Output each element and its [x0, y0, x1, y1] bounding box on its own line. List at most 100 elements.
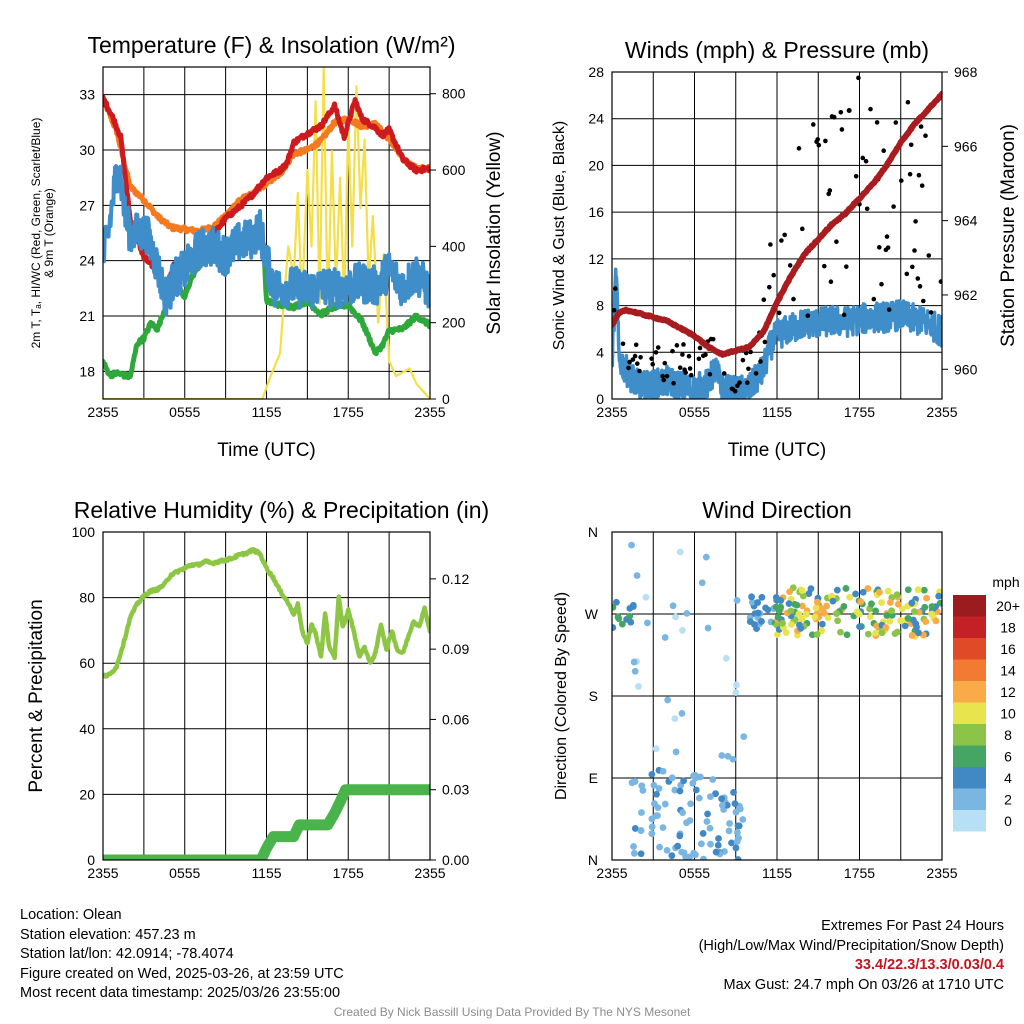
direction-point: [935, 592, 942, 600]
direction-point: [627, 618, 635, 626]
gust-dot: [796, 146, 802, 151]
direction-point: [798, 615, 806, 623]
rh-panel: 2355 0555 1155 1755 23550204060801000.000.03…: [26, 497, 489, 881]
direction-point: [754, 599, 762, 606]
extremes-subtitle: (High/Low/Max Wind/Precipitation/Snow De…: [698, 937, 1004, 954]
rh-xtick-label: 2355: [414, 865, 445, 881]
gust-dot: [831, 114, 837, 120]
temp-title: Temperature (F) & Insolation (W/m²): [87, 32, 455, 58]
wind-ytick-label: 20: [588, 157, 604, 173]
direction-point: [697, 840, 705, 848]
direction-point: [813, 631, 821, 638]
gust-dot: [839, 127, 845, 132]
direction-point: [914, 586, 922, 594]
direction-point: [626, 612, 634, 620]
direction-point: [648, 823, 656, 831]
legend-swatch: [953, 788, 986, 810]
temp-ylabel: & 9m T (Orange): [42, 188, 56, 278]
gust-dot: [881, 148, 886, 154]
direction-point: [915, 629, 922, 637]
direction-point: [734, 856, 742, 860]
gust-dot: [815, 137, 820, 142]
gust-dot: [823, 138, 828, 144]
wind-ylabel: Sonic Wind & Gust (Blue, Black): [551, 121, 568, 350]
direction-point: [777, 603, 785, 611]
dir-series-group: [612, 541, 942, 860]
gust-dot: [913, 219, 918, 224]
relative-humidity-line: [103, 546, 430, 679]
gust-dot: [771, 272, 776, 278]
gust-dot: [767, 284, 772, 290]
extremes-panel: Extremes For Past 24 Hours (High/Low/Max…: [699, 917, 1004, 995]
direction-point: [864, 630, 872, 638]
direction-point: [661, 800, 669, 808]
gust-dot: [748, 349, 753, 355]
direction-point: [714, 841, 722, 849]
gust-dot: [877, 245, 882, 250]
legend-label: 12: [1000, 684, 1016, 700]
direction-point: [630, 658, 638, 666]
wind-series-group: [612, 75, 942, 399]
direction-point: [732, 681, 740, 689]
direction-point: [696, 773, 704, 781]
plot-border: [611, 71, 943, 400]
direction-point: [630, 849, 638, 857]
wind-ytick-right-label: 964: [954, 213, 978, 229]
direction-point: [751, 621, 758, 628]
gust-dot: [787, 263, 793, 268]
direction-point: [843, 631, 851, 639]
direction-point: [798, 587, 806, 594]
legend-swatch: [953, 745, 986, 767]
gust-dot: [838, 110, 844, 115]
gust-dot: [671, 380, 676, 386]
rh-ytick-label: 100: [72, 524, 96, 540]
gust-dot: [637, 368, 642, 374]
direction-point: [859, 588, 867, 596]
direction-point: [774, 613, 782, 621]
direction-point: [650, 781, 658, 789]
wind-title: Winds (mph) & Pressure (mb): [625, 37, 929, 63]
direction-point: [689, 779, 697, 787]
direction-point: [779, 619, 786, 627]
gust-dot: [638, 354, 643, 360]
gust-dot: [834, 239, 839, 245]
direction-point: [669, 602, 677, 610]
direction-point: [680, 777, 688, 785]
rh-xtick-label: 1755: [333, 865, 364, 881]
gust-dot: [737, 380, 742, 385]
legend-swatch: [953, 595, 986, 617]
wind-ytick-label: 28: [588, 64, 604, 80]
direction-point: [635, 683, 642, 690]
gust-dot: [677, 365, 683, 370]
gust-dot: [732, 388, 738, 394]
dir-ytick-label: N: [588, 524, 598, 540]
direction-point: [700, 855, 707, 860]
direction-point: [674, 842, 682, 850]
extremes-values: 33.4/22.3/13.3/0.03/0.4: [854, 957, 1004, 973]
temp-ytick-label: 33: [79, 87, 95, 103]
dir-ytick-label: S: [589, 688, 598, 704]
wind-ytick-right-label: 966: [954, 138, 978, 154]
direction-point: [842, 585, 850, 592]
dir-ytick-label: N: [588, 852, 598, 868]
gust-dot: [800, 226, 805, 232]
direction-point: [631, 667, 639, 675]
direction-point: [891, 630, 899, 638]
gust-dot: [921, 298, 926, 304]
gust-dot: [688, 372, 694, 378]
gust-dot: [707, 371, 713, 377]
gust-dot: [844, 264, 849, 269]
direction-point: [639, 787, 647, 794]
direction-point: [857, 598, 865, 606]
temp-ytick-label: 18: [79, 363, 95, 379]
direction-point: [855, 610, 863, 618]
direction-point: [654, 804, 662, 812]
legend-label: 8: [1004, 727, 1012, 743]
direction-point: [856, 623, 863, 631]
direction-point: [733, 838, 741, 845]
pressure-line: [612, 90, 942, 358]
legend-label: 16: [1000, 641, 1016, 657]
wind-ytick-label: 12: [588, 251, 604, 267]
gust-dot: [746, 366, 751, 372]
direction-point: [886, 599, 894, 606]
